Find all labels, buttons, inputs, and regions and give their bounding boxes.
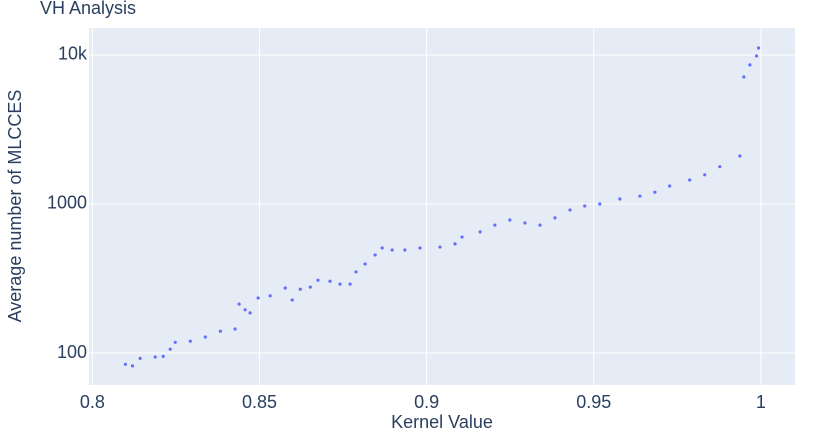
x-tick-label: 0.9 [414,392,439,412]
point [538,223,542,227]
y-tick-label: 10k [58,44,88,64]
point [328,279,332,283]
point [248,311,252,315]
point [403,248,407,252]
y-tick-label: 1000 [47,193,87,213]
point [123,362,128,366]
point [653,190,657,194]
point [354,270,358,274]
point [168,347,172,351]
point [363,262,367,266]
point [583,204,587,208]
x-tick-label: 1 [756,392,766,412]
point [138,356,142,361]
point [233,327,237,331]
point [373,253,377,257]
point [338,282,342,286]
point [598,202,602,206]
point [718,165,722,169]
point [316,278,320,282]
point [173,340,177,344]
point [380,246,384,250]
chart-title: VH Analysis [40,0,136,18]
point [523,221,527,225]
point [130,364,135,368]
point [218,329,222,333]
point [738,154,742,158]
point [256,296,260,300]
point [243,308,247,312]
point [638,194,642,198]
x-axis-title: Kernel Value [391,412,493,432]
point [618,197,622,201]
point [553,216,557,220]
point [478,230,482,234]
point [748,63,752,67]
point [188,339,192,343]
point [742,75,746,79]
x-tick-label: 0.8 [80,392,105,412]
x-tick-label: 0.85 [242,392,277,412]
point [268,294,272,298]
point [298,287,302,291]
point [508,218,512,222]
point [308,285,312,289]
point [438,245,442,249]
point [460,235,464,239]
point [453,242,457,246]
point [688,178,692,182]
point [756,46,761,50]
point [153,355,157,359]
point [161,354,165,358]
point [418,246,422,250]
point [283,286,287,290]
point [668,184,672,188]
point [237,302,241,306]
point [703,173,707,177]
point [290,298,294,302]
point [203,335,207,339]
x-tick-label: 0.95 [576,392,611,412]
point [348,282,352,286]
point [493,223,497,227]
y-axis-title: Average number of MLCCES [5,90,25,323]
point [390,248,394,252]
point [568,208,572,212]
y-tick-label: 100 [57,342,87,362]
plot-area [89,28,795,385]
point [754,54,759,58]
